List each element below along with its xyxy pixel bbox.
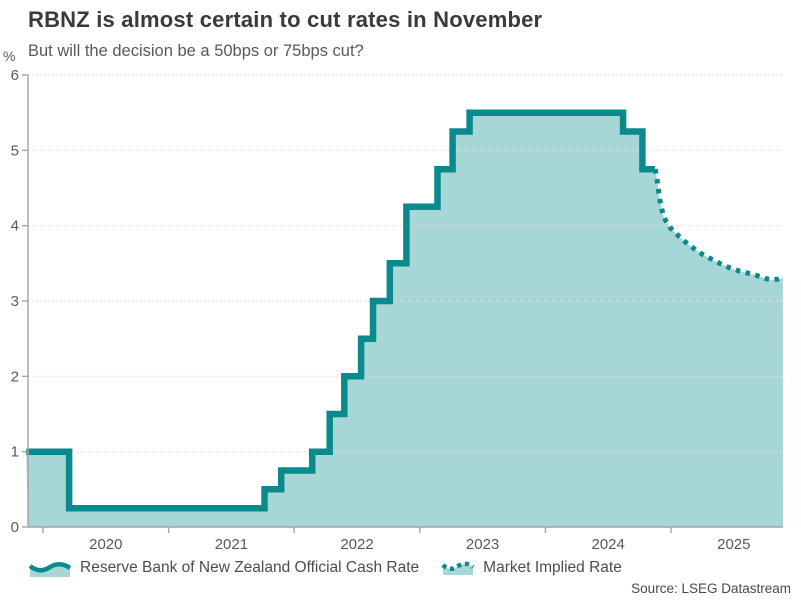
y-tick-label-3: 3 <box>11 293 19 310</box>
chart-title: RBNZ is almost certain to cut rates in N… <box>28 7 543 32</box>
source-credit: Source: LSEG Datastream <box>631 581 791 596</box>
y-axis-unit-label: % <box>3 48 16 64</box>
x-tick-label-2021: 2021 <box>215 536 248 553</box>
legend-label-market-implied: Market Implied Rate <box>483 559 622 576</box>
legend-item-market-implied: Market Implied Rate <box>441 558 622 578</box>
solid-area-swatch-icon <box>28 562 72 577</box>
x-tick-label-2025: 2025 <box>717 536 750 553</box>
rate-area-fill <box>26 112 783 527</box>
y-tick-label-0: 0 <box>11 519 19 536</box>
x-tick-label-2024: 2024 <box>592 536 625 553</box>
official-cash-rate-line <box>26 109 655 512</box>
chart-subtitle: But will the decision be a 50bps or 75bp… <box>28 42 364 60</box>
market-implied-rate-line <box>652 168 784 283</box>
y-tick-label-1: 1 <box>11 444 19 461</box>
y-tick-label-6: 6 <box>11 67 19 84</box>
dotted-line-swatch-icon <box>441 561 475 575</box>
y-tick-label-2: 2 <box>11 368 19 385</box>
legend-label-cash-rate: Reserve Bank of New Zealand Official Cas… <box>80 559 420 576</box>
y-tick-label-5: 5 <box>11 142 19 159</box>
x-tick-label-2022: 2022 <box>340 536 373 553</box>
x-tick-label-2023: 2023 <box>466 536 499 553</box>
legend: Reserve Bank of New Zealand Official Cas… <box>28 555 788 581</box>
x-tick-label-2020: 2020 <box>89 536 122 553</box>
y-tick-label-4: 4 <box>11 218 19 235</box>
legend-item-cash-rate: Reserve Bank of New Zealand Official Cas… <box>28 558 419 578</box>
